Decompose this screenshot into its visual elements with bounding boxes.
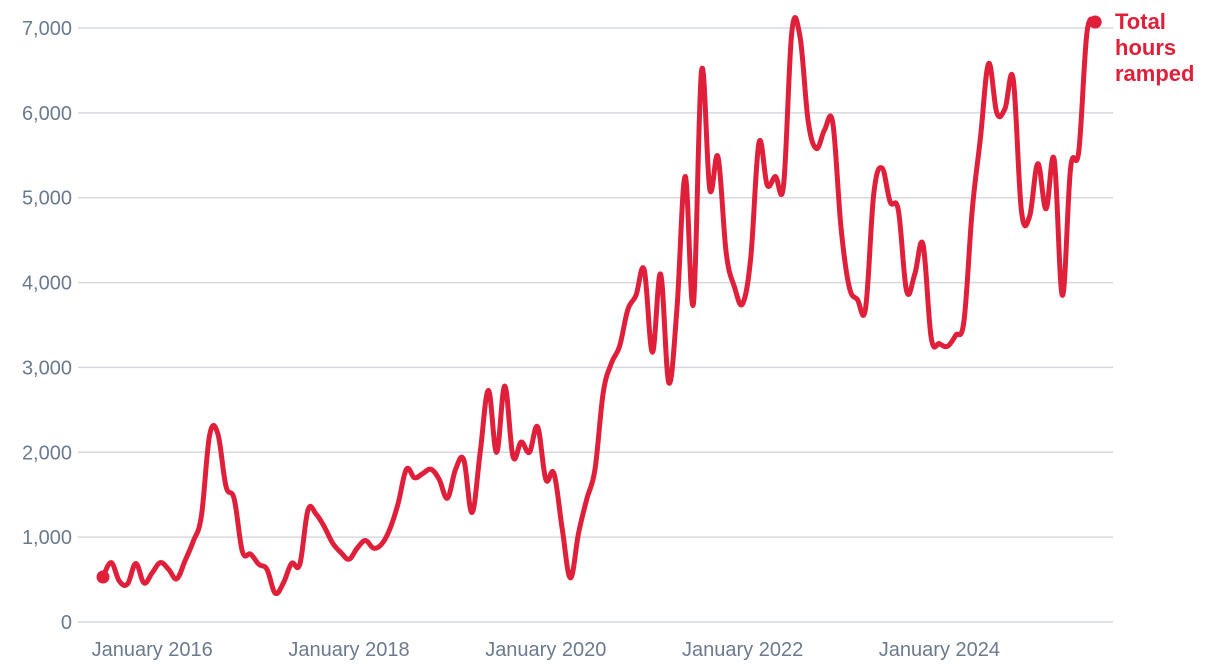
y-tick-label: 5,000 bbox=[22, 188, 72, 210]
y-tick-label: 1,000 bbox=[22, 527, 72, 549]
series-group bbox=[96, 15, 1102, 597]
y-axis-tick-labels: 0 1,000 2,000 3,000 4,000 5,000 6,000 7,000 bbox=[22, 18, 72, 634]
series-label-line: Total bbox=[1115, 9, 1166, 34]
series-label-line: ramped bbox=[1115, 61, 1194, 86]
x-tick-label: January 2020 bbox=[485, 639, 606, 661]
x-tick-label: January 2016 bbox=[92, 639, 213, 661]
x-axis-tick-labels: January 2016 January 2018 January 2020 Janu… bbox=[92, 639, 1000, 661]
series-end-dot bbox=[1088, 15, 1102, 29]
series-start-dot bbox=[96, 570, 110, 584]
y-tick-label: 4,000 bbox=[22, 273, 72, 295]
y-tick-label: 7,000 bbox=[22, 18, 72, 40]
gridlines bbox=[78, 27, 1113, 623]
y-tick-label: 6,000 bbox=[22, 103, 72, 125]
x-tick-label: January 2024 bbox=[879, 639, 1000, 661]
series-label-line: hours bbox=[1115, 35, 1176, 60]
x-tick-label: January 2022 bbox=[682, 639, 803, 661]
series-line-total-hours-ramped bbox=[100, 15, 1098, 597]
y-tick-label: 2,000 bbox=[22, 442, 72, 464]
y-tick-label: 3,000 bbox=[22, 357, 72, 379]
x-tick-label: January 2018 bbox=[288, 639, 409, 661]
y-tick-label: 0 bbox=[61, 612, 72, 634]
